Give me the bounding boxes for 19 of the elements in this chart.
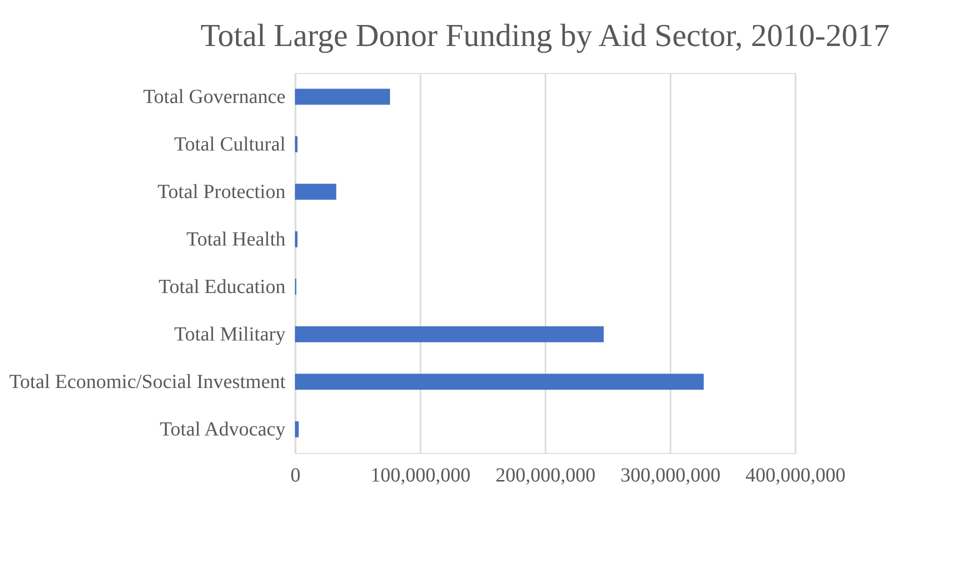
y-tick-label: Total Protection [157,180,286,203]
y-tick-label: Total Military [174,323,286,346]
y-tick-label: Total Economic/Social Investment [9,370,286,393]
x-tick-label: 200,000,000 [496,464,596,486]
x-tick-label: 300,000,000 [620,464,720,486]
y-tick-label: Total Advocacy [160,418,286,440]
bar [295,421,299,438]
y-tick-label: Total Cultural [174,133,286,156]
y-tick-label: Total Education [158,276,286,298]
bar [295,374,704,390]
bar [295,184,336,200]
x-tick-label: 0 [290,464,300,486]
bar [295,88,390,105]
chart-title: Total Large Donor Funding by Aid Sector, 2010-2017 [200,17,890,53]
y-tick-label: Total Health [186,228,286,250]
x-tick-label: 400,000,000 [746,464,846,486]
x-tick-label: 100,000,000 [370,464,470,486]
y-tick-label: Total Governance [143,86,286,108]
bar [295,326,604,342]
